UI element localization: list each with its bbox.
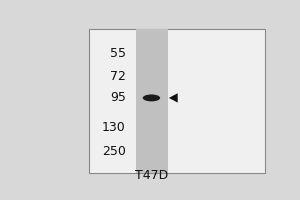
- Text: 250: 250: [102, 145, 126, 158]
- Text: 72: 72: [110, 70, 126, 83]
- Bar: [89, 29, 266, 173]
- Text: 95: 95: [110, 91, 126, 104]
- Bar: [136, 29, 168, 173]
- Ellipse shape: [143, 94, 160, 101]
- Polygon shape: [169, 93, 178, 103]
- Text: 130: 130: [102, 121, 126, 134]
- Text: T47D: T47D: [135, 169, 168, 182]
- Text: 55: 55: [110, 47, 126, 60]
